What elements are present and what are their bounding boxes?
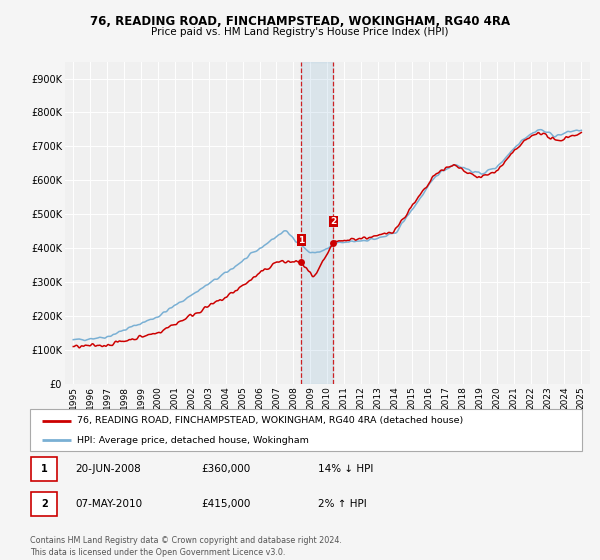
Bar — [301, 62, 333, 384]
Text: Price paid vs. HM Land Registry's House Price Index (HPI): Price paid vs. HM Land Registry's House … — [151, 27, 449, 37]
Text: 76, READING ROAD, FINCHAMPSTEAD, WOKINGHAM, RG40 4RA: 76, READING ROAD, FINCHAMPSTEAD, WOKINGH… — [90, 15, 510, 28]
Text: 20-JUN-2008: 20-JUN-2008 — [75, 464, 141, 474]
Text: 2% ↑ HPI: 2% ↑ HPI — [318, 499, 367, 509]
FancyBboxPatch shape — [30, 409, 582, 451]
Text: 14% ↓ HPI: 14% ↓ HPI — [318, 464, 373, 474]
Text: 2: 2 — [41, 499, 48, 509]
Text: 2: 2 — [330, 217, 337, 226]
Text: 76, READING ROAD, FINCHAMPSTEAD, WOKINGHAM, RG40 4RA (detached house): 76, READING ROAD, FINCHAMPSTEAD, WOKINGH… — [77, 416, 463, 425]
Text: 1: 1 — [298, 236, 305, 245]
Text: Contains HM Land Registry data © Crown copyright and database right 2024.
This d: Contains HM Land Registry data © Crown c… — [30, 536, 342, 557]
Text: 07-MAY-2010: 07-MAY-2010 — [75, 499, 142, 509]
FancyBboxPatch shape — [31, 492, 58, 516]
Text: HPI: Average price, detached house, Wokingham: HPI: Average price, detached house, Woki… — [77, 436, 309, 445]
Text: £415,000: £415,000 — [201, 499, 250, 509]
FancyBboxPatch shape — [31, 456, 58, 481]
Text: £360,000: £360,000 — [201, 464, 250, 474]
Text: 1: 1 — [41, 464, 48, 474]
